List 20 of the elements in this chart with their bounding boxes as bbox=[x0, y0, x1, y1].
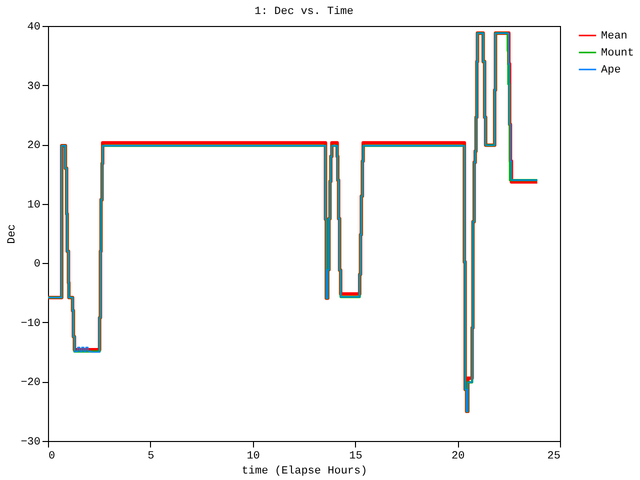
y-tick-label: 10 bbox=[27, 199, 40, 212]
x-tick-label: 0 bbox=[48, 450, 56, 462]
y-tick-label: −30 bbox=[20, 436, 40, 448]
x-tick-label: 20 bbox=[452, 450, 465, 462]
y-axis-title: Dec bbox=[6, 224, 19, 244]
x-tick-label: 5 bbox=[148, 450, 154, 462]
y-tick-label: 30 bbox=[27, 80, 40, 93]
legend-label: Mean bbox=[601, 30, 628, 42]
legend-label: Mount bbox=[601, 48, 634, 60]
chart-title: 1: Dec vs. Time bbox=[254, 6, 354, 18]
x-tick-label: 25 bbox=[547, 450, 560, 462]
y-tick-label: −10 bbox=[20, 318, 40, 330]
y-tick-label: −20 bbox=[20, 377, 40, 390]
y-tick-label: 40 bbox=[27, 22, 40, 34]
x-axis-title: time (Elapse Hours) bbox=[242, 466, 368, 478]
x-tick-label: 15 bbox=[349, 450, 362, 462]
x-tick-label: 10 bbox=[246, 450, 260, 462]
legend-label: Ape bbox=[601, 64, 621, 76]
y-tick-label: 0 bbox=[34, 258, 40, 271]
y-tick-label: 20 bbox=[27, 140, 40, 152]
